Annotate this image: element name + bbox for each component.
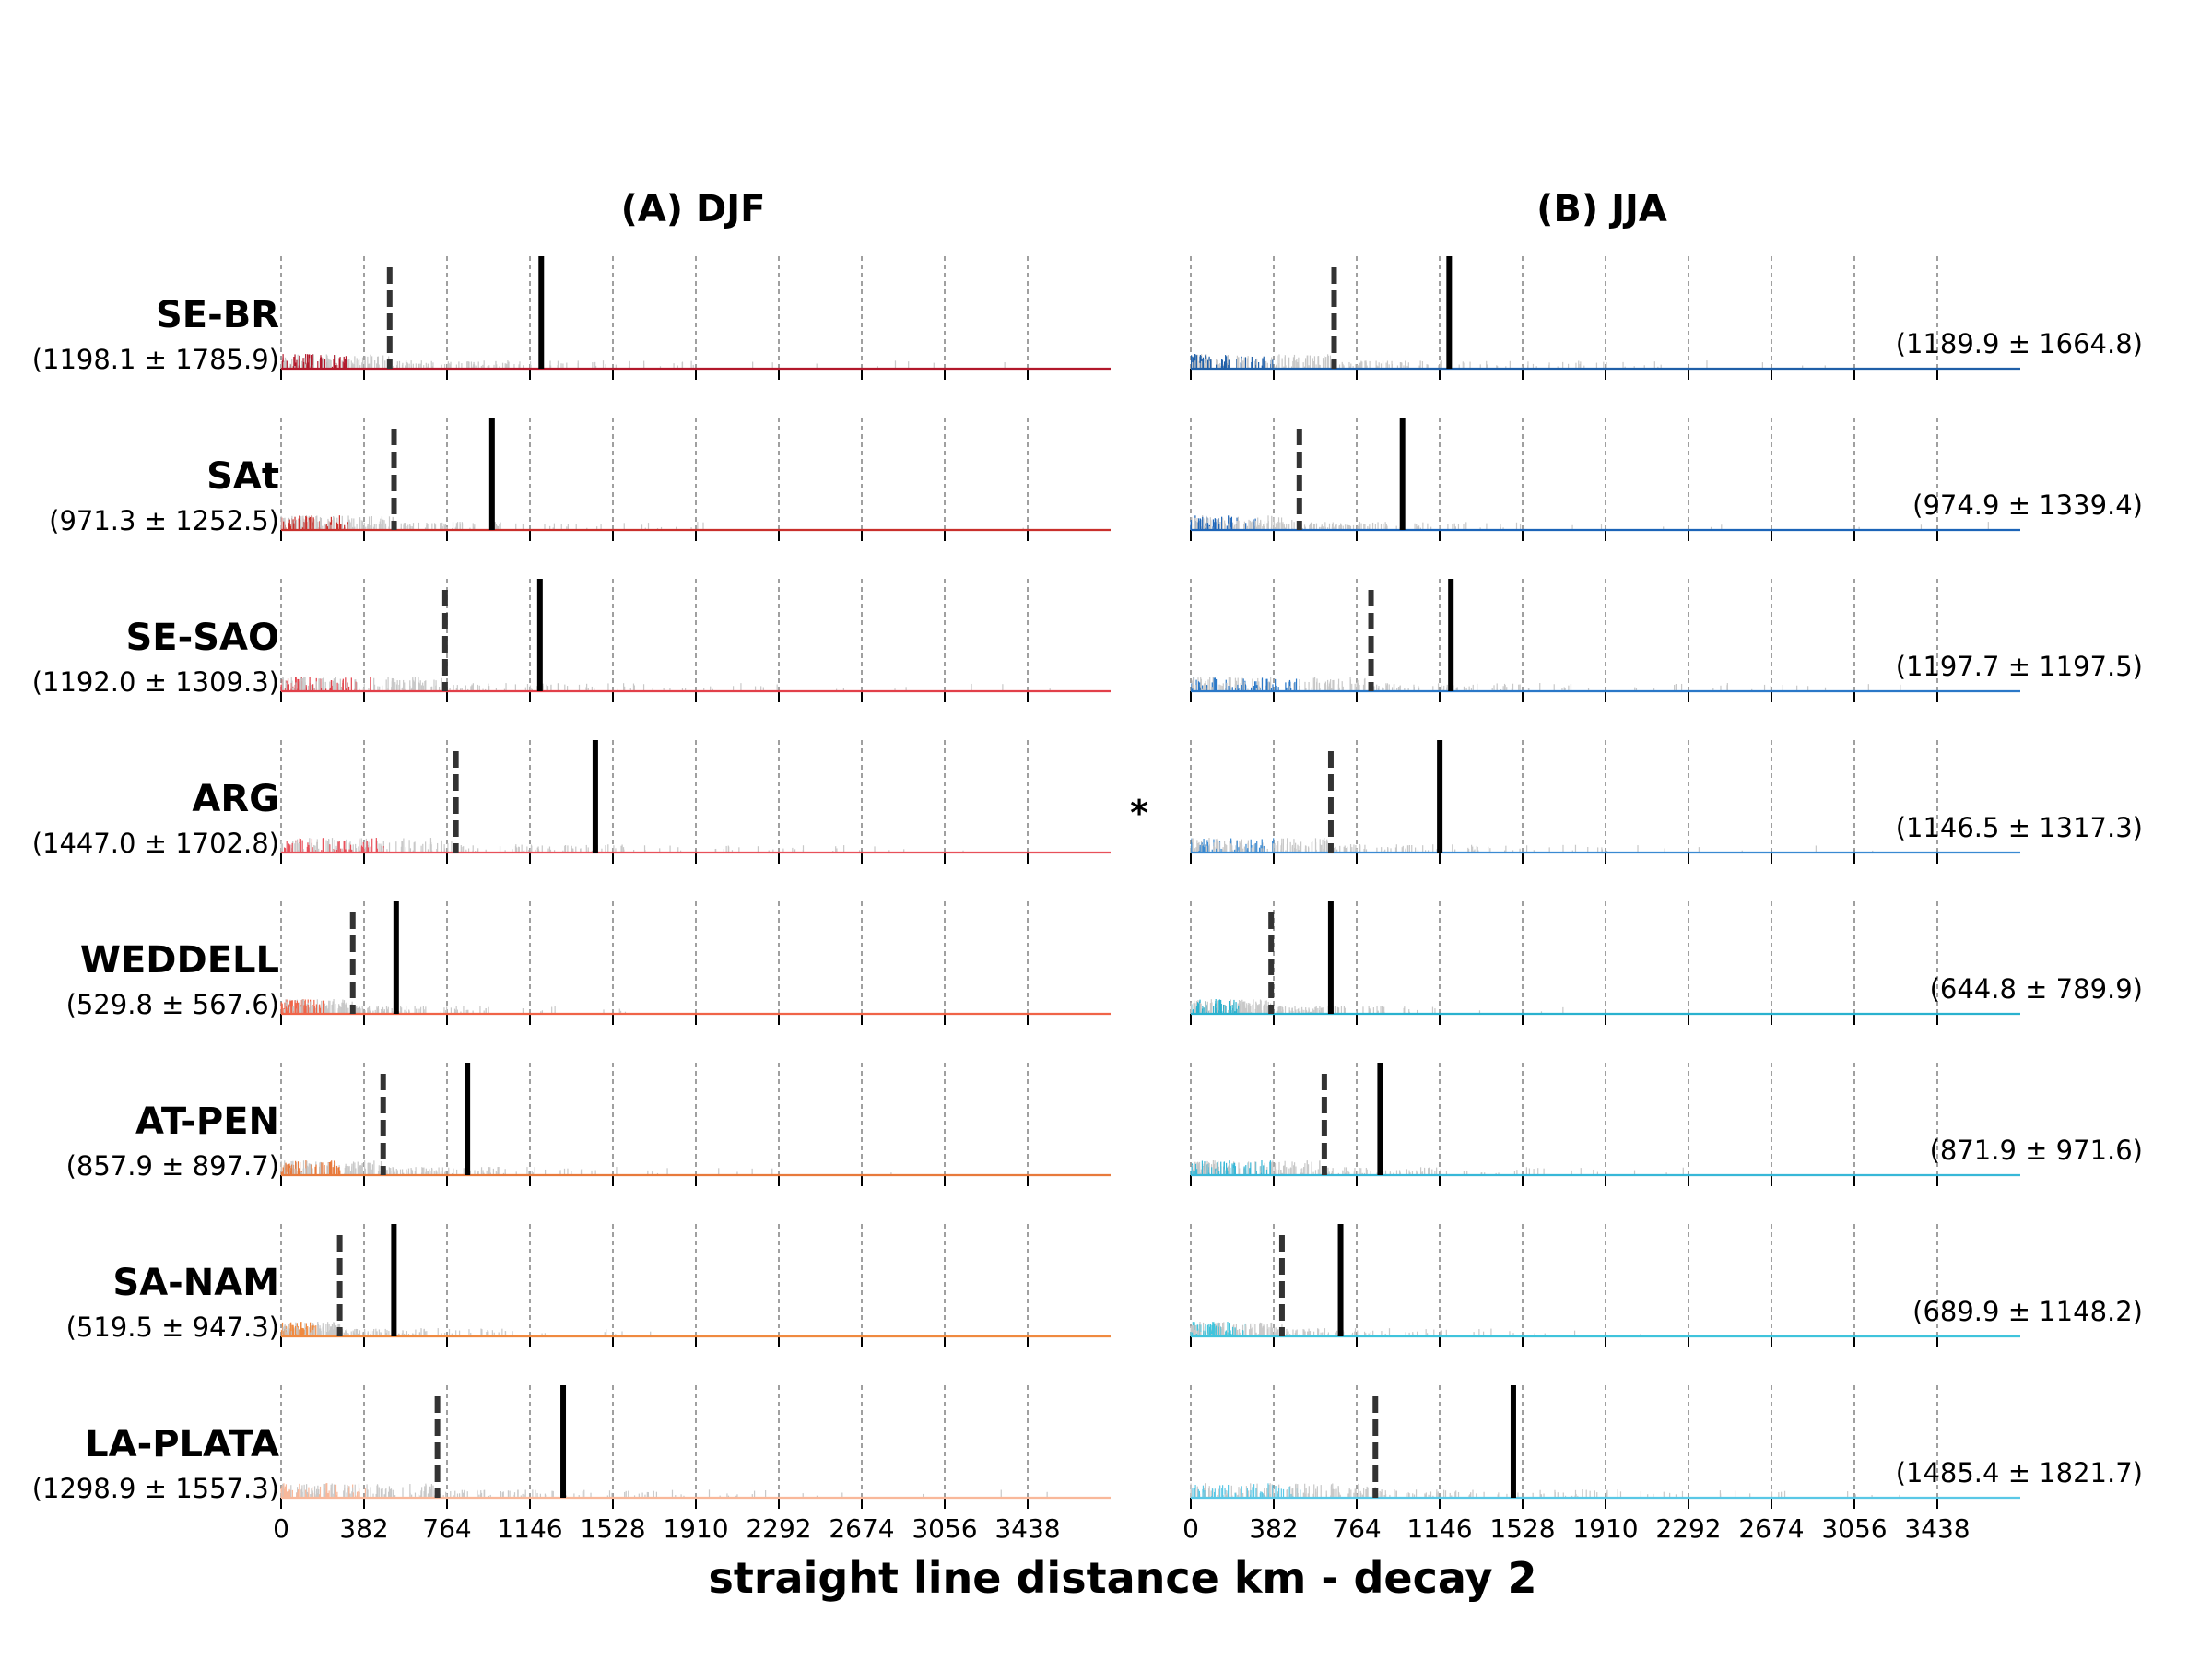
x-tick-label: 764 (1332, 1513, 1381, 1544)
x-tick-label: 1910 (1572, 1513, 1638, 1544)
region-label: SAt (206, 455, 279, 498)
row-at-pen: AT-PEN (857.9 ± 897.7) (66, 1063, 1111, 1186)
row-weddell: WEDDELL (529.8 ± 567.6) (66, 901, 1111, 1025)
x-tick-label: 3056 (1821, 1513, 1887, 1544)
stats-label: (1198.1 ± 1785.9) (32, 344, 279, 375)
stats-label: (519.5 ± 947.3) (66, 1312, 279, 1343)
panel-jja: (B) JJA (1189.9 ± 1664.8) (974.9 ± 1339.4… (1182, 188, 2143, 1544)
x-tick-label: 1146 (1406, 1513, 1472, 1544)
stats-label: (644.8 ± 789.9) (1930, 973, 2143, 1005)
row-weddell: (644.8 ± 789.9) (1190, 901, 2143, 1025)
stats-label: (1447.0 ± 1702.8) (32, 828, 279, 859)
stats-label: (1146.5 ± 1317.3) (1896, 812, 2143, 843)
x-tick-label: 3438 (1904, 1513, 1970, 1544)
stats-label: (871.9 ± 971.6) (1930, 1135, 2143, 1166)
stats-label: (857.9 ± 897.7) (66, 1150, 279, 1182)
row-sa-nam: SA-NAM (519.5 ± 947.3) (66, 1224, 1111, 1347)
region-label: LA-PLATA (85, 1423, 279, 1465)
histogram (280, 677, 1051, 691)
x-axis-title: straight line distance km - decay 2 (708, 1553, 1536, 1603)
stats-label: (1192.0 ± 1309.3) (32, 666, 279, 698)
region-label: WEDDELL (80, 939, 279, 982)
row-sa-nam: (689.9 ± 1148.2) (1190, 1224, 2143, 1347)
x-tick-label: 2292 (1655, 1513, 1721, 1544)
row-se-sao: (1197.7 ± 1197.5) (1190, 579, 2143, 702)
x-tick-label: 0 (273, 1513, 289, 1544)
x-tick-label: 3056 (912, 1513, 977, 1544)
row-sat: SAt (971.3 ± 1252.5) (49, 418, 1111, 541)
row-se-br: (1189.9 ± 1664.8) (1190, 256, 2143, 380)
row-arg: (1146.5 ± 1317.3) (1190, 740, 2143, 864)
x-tick-label: 0 (1182, 1513, 1199, 1544)
x-tick-label: 3438 (994, 1513, 1060, 1544)
row-se-br: SE-BR (1198.1 ± 1785.9) (32, 256, 1111, 380)
row-sat: (974.9 ± 1339.4) (1190, 418, 2143, 541)
region-label: SA-NAM (112, 1262, 279, 1304)
x-tick-label: 1146 (497, 1513, 562, 1544)
stats-label: (1485.4 ± 1821.7) (1896, 1457, 2143, 1488)
region-label: AT-PEN (135, 1100, 279, 1143)
x-tick-label: 1528 (580, 1513, 645, 1544)
stats-label: (689.9 ± 1148.2) (1912, 1296, 2143, 1327)
row-se-sao: SE-SAO (1192.0 ± 1309.3) (32, 579, 1111, 702)
stats-label: (974.9 ± 1339.4) (1912, 489, 2143, 521)
stats-label: (1298.9 ± 1557.3) (32, 1473, 279, 1504)
x-tick-label: 2674 (1738, 1513, 1804, 1544)
x-tick-label: 382 (1249, 1513, 1298, 1544)
row-at-pen: (871.9 ± 971.6) (1190, 1063, 2143, 1186)
x-tick-label: 382 (339, 1513, 388, 1544)
stats-label: (1189.9 ± 1664.8) (1896, 328, 2143, 359)
region-label: SE-SAO (125, 617, 279, 659)
x-tick-label: 2674 (829, 1513, 894, 1544)
stats-label: (1197.7 ± 1197.5) (1896, 651, 2143, 682)
stats-label: (971.3 ± 1252.5) (49, 505, 279, 536)
panel-title-djf: (A) DJF (621, 188, 766, 230)
row-la-plata: (1485.4 ± 1821.7) (1190, 1385, 2143, 1509)
significance-asterisk: * (1130, 793, 1148, 833)
x-tick-label: 1528 (1489, 1513, 1555, 1544)
histogram (1190, 999, 1564, 1014)
row-la-plata: LA-PLATA (1298.9 ± 1557.3) (32, 1385, 1111, 1509)
stats-label: (529.8 ± 567.6) (66, 989, 279, 1020)
histogram (1190, 838, 1874, 853)
histogram (1190, 1483, 1900, 1498)
region-label: SE-BR (156, 294, 279, 336)
x-tick-label: 2292 (746, 1513, 811, 1544)
panel-djf: (A) DJF SE-BR (1198.1 ± 1785.9) SAt (971.3 … (32, 188, 1111, 1544)
panel-title-jja: (B) JJA (1536, 188, 1667, 230)
region-label: ARG (192, 778, 279, 820)
row-arg: ARG (1447.0 ± 1702.8) (32, 740, 1111, 864)
histogram (1191, 677, 1901, 691)
x-tick-label: 1910 (663, 1513, 728, 1544)
x-tick-label: 764 (422, 1513, 471, 1544)
